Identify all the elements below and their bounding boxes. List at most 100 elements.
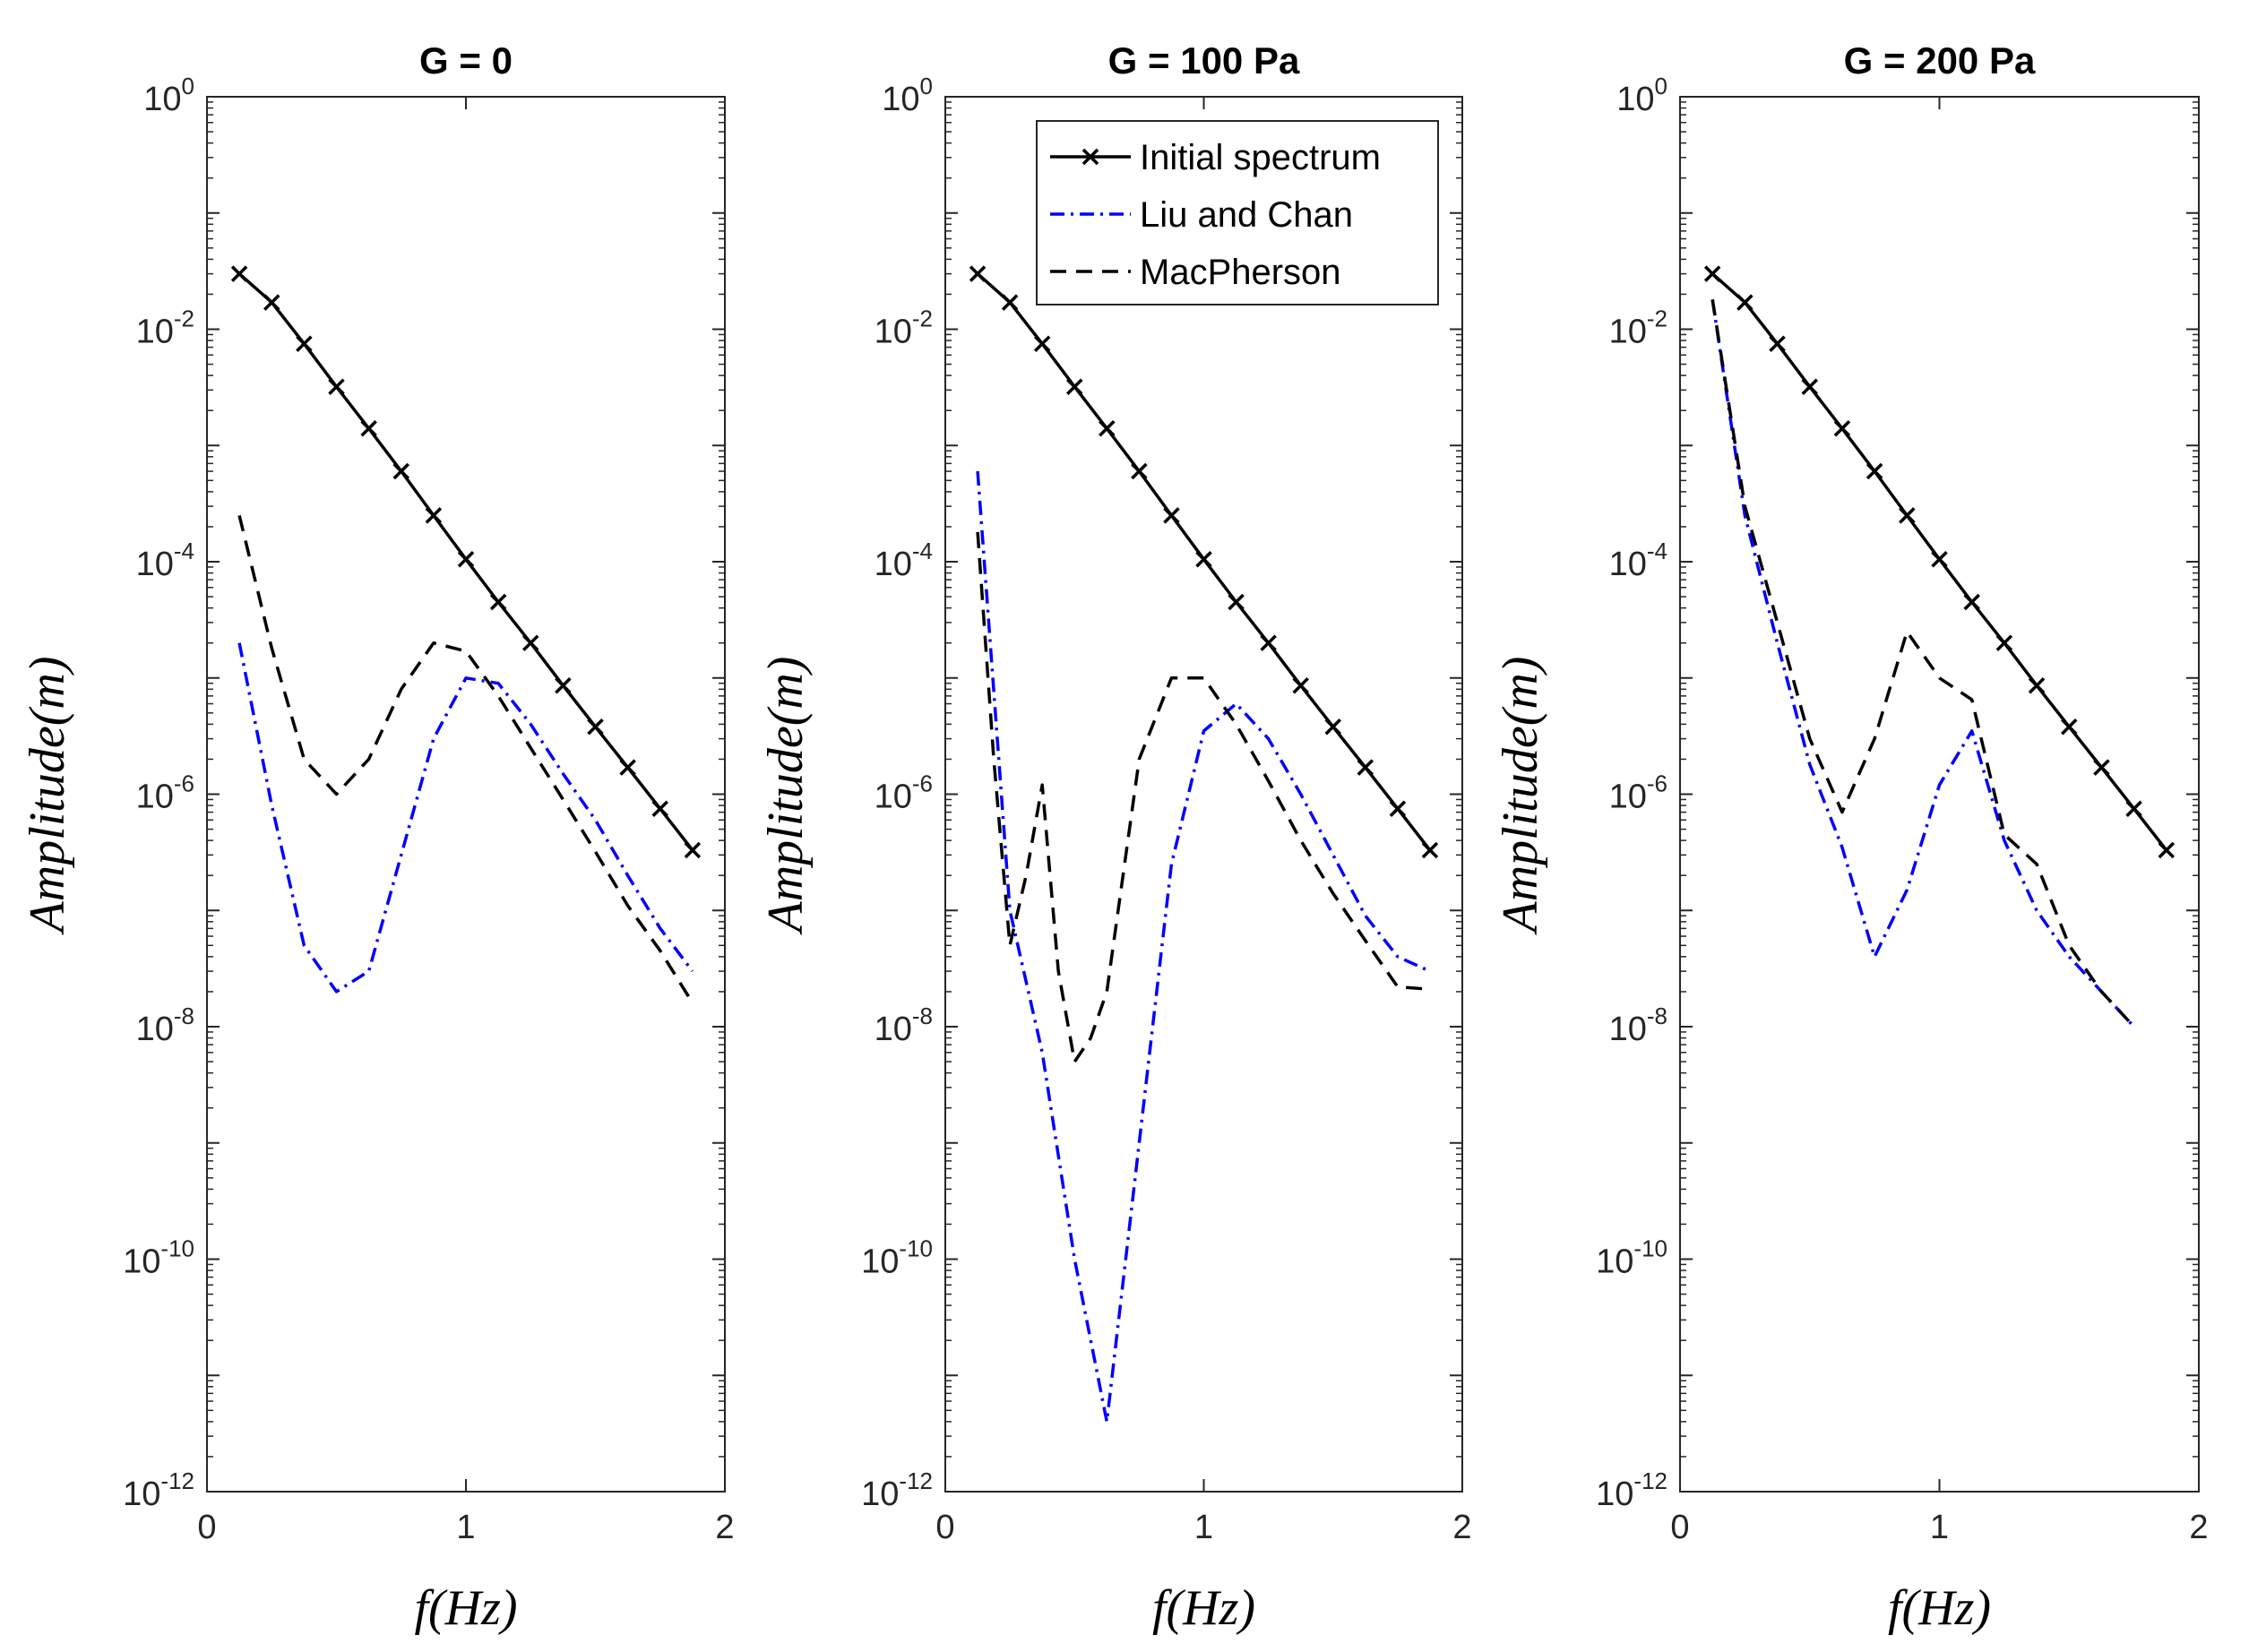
- data-point-marker: [1131, 462, 1148, 480]
- data-point-marker: [1389, 800, 1407, 817]
- data-point-marker: [619, 759, 636, 776]
- data-point-marker: [1195, 551, 1212, 568]
- data-point-marker: [1099, 420, 1116, 437]
- y-tick-label: 10-6: [136, 770, 194, 816]
- x-axis-label: f(Hz): [414, 1580, 517, 1636]
- y-tick-label: 10-4: [875, 538, 933, 583]
- y-tick-label: 10-2: [136, 305, 194, 351]
- data-point-marker: [1001, 294, 1019, 311]
- data-point-marker: [1899, 507, 1916, 524]
- x-tick-label: 0: [197, 1509, 216, 1546]
- x-tick-label: 2: [715, 1509, 734, 1546]
- data-point-marker: [489, 593, 507, 611]
- data-point-marker: [1357, 759, 1374, 776]
- y-tick-label: 10-8: [136, 1002, 194, 1048]
- data-point-marker: [2028, 677, 2046, 694]
- series-line-liu-and-chan: [976, 470, 1431, 1424]
- data-point-marker: [555, 677, 572, 694]
- y-tick-label: 10-8: [875, 1002, 933, 1048]
- data-point-marker: [263, 294, 280, 311]
- y-tick-label: 10-4: [1609, 538, 1667, 583]
- data-point-marker: [1292, 677, 1309, 694]
- y-axis-label: Amplitude(m): [1493, 657, 1548, 936]
- data-point-marker: [2158, 841, 2176, 859]
- y-tick-label: 10-12: [1596, 1467, 1667, 1513]
- panel-title: G = 0: [419, 39, 513, 82]
- y-tick-label: 10-6: [875, 770, 933, 816]
- series-line-macpherson: [237, 514, 694, 1004]
- data-point-marker: [360, 420, 377, 437]
- y-tick-label: 10-10: [1596, 1235, 1667, 1281]
- series-line-liu-and-chan: [1710, 299, 2135, 1028]
- x-tick-label: 0: [1670, 1509, 1689, 1546]
- data-point-marker: [2125, 800, 2142, 817]
- data-point-marker: [587, 718, 604, 736]
- x-tick-label: 1: [1194, 1509, 1213, 1546]
- panel-title: G = 100 Pa: [1108, 39, 1300, 82]
- data-point-marker: [1995, 634, 2013, 651]
- panel-3: 100 10-2 10-4 10-6 10-8 10-10 10-120 1 2 G = 200 …: [1493, 39, 2209, 1636]
- panel-title: G = 200 Pa: [1844, 39, 2036, 82]
- data-point-marker: [328, 378, 345, 395]
- y-axis-label: Amplitude(m): [20, 657, 75, 936]
- data-point-marker: [684, 841, 702, 859]
- legend: Initial spectrum Liu and Chan MacPherson: [1036, 120, 1439, 305]
- y-tick-label: 10-10: [861, 1235, 933, 1281]
- y-tick-label: 10-2: [1609, 305, 1667, 351]
- y-tick-label: 100: [1616, 73, 1667, 118]
- data-point-marker: [1228, 593, 1245, 611]
- data-point-marker: [1421, 841, 1439, 859]
- data-point-marker: [392, 462, 409, 480]
- data-point-marker: [296, 335, 313, 352]
- legend-label: Liu and Chan: [1140, 195, 1353, 235]
- series-group: [1703, 265, 2176, 1028]
- panel-1: 100 10-2 10-4 10-6 10-8 10-10 10-120 1 2 G = 0 f(H…: [20, 39, 735, 1636]
- x-tick-label: 2: [2189, 1509, 2208, 1546]
- data-point-marker: [1324, 718, 1341, 736]
- data-point-marker: [1066, 378, 1083, 395]
- series-group: [230, 265, 702, 1004]
- data-point-marker: [651, 800, 668, 817]
- x-tick-label: 0: [935, 1509, 954, 1546]
- x-axis-label: f(Hz): [1152, 1580, 1255, 1636]
- data-point-marker: [1866, 462, 1883, 480]
- data-point-marker: [1736, 294, 1754, 311]
- y-tick-label: 100: [143, 73, 194, 118]
- series-line-macpherson: [976, 531, 1431, 1063]
- data-point-marker: [457, 551, 475, 568]
- data-point-marker: [1833, 420, 1851, 437]
- data-point-marker: [1163, 507, 1180, 524]
- data-point-marker: [522, 634, 539, 651]
- series-line-liu-and-chan: [237, 642, 694, 994]
- data-point-marker: [1931, 551, 1948, 568]
- data-point-marker: [1769, 335, 1786, 352]
- y-tick-label: 10-12: [861, 1467, 933, 1513]
- data-point-marker: [969, 265, 987, 282]
- y-tick-label: 10-4: [136, 538, 194, 583]
- data-point-marker: [2093, 759, 2110, 776]
- y-tick-label: 100: [882, 73, 933, 118]
- data-point-marker: [1801, 378, 1818, 395]
- x-tick-label: 1: [456, 1509, 475, 1546]
- series-group: [969, 265, 1439, 1424]
- data-point-marker: [1033, 335, 1051, 352]
- y-tick-label: 10-8: [1609, 1002, 1667, 1048]
- x-tick-label: 2: [1452, 1509, 1471, 1546]
- y-tick-label: 10-6: [1609, 770, 1667, 816]
- legend-label: Initial spectrum: [1140, 138, 1381, 177]
- data-point-marker: [1260, 634, 1277, 651]
- series-line-macpherson: [1710, 299, 2135, 1028]
- legend-box: [1036, 120, 1439, 305]
- data-point-marker: [2061, 718, 2078, 736]
- data-point-marker: [425, 507, 443, 524]
- data-point-marker: [1703, 265, 1721, 282]
- y-tick-label: 10-2: [875, 305, 933, 351]
- data-point-marker: [230, 265, 248, 282]
- panel-2: 100 10-2 10-4 10-6 10-8 10-10 10-120 1 2 G = 100 …: [758, 39, 1472, 1636]
- legend-marker: [1081, 148, 1099, 166]
- x-axis-label: f(Hz): [1888, 1580, 1991, 1636]
- y-tick-label: 10-12: [123, 1467, 194, 1513]
- legend-label: MacPherson: [1140, 253, 1341, 292]
- y-axis-label: Amplitude(m): [758, 657, 814, 936]
